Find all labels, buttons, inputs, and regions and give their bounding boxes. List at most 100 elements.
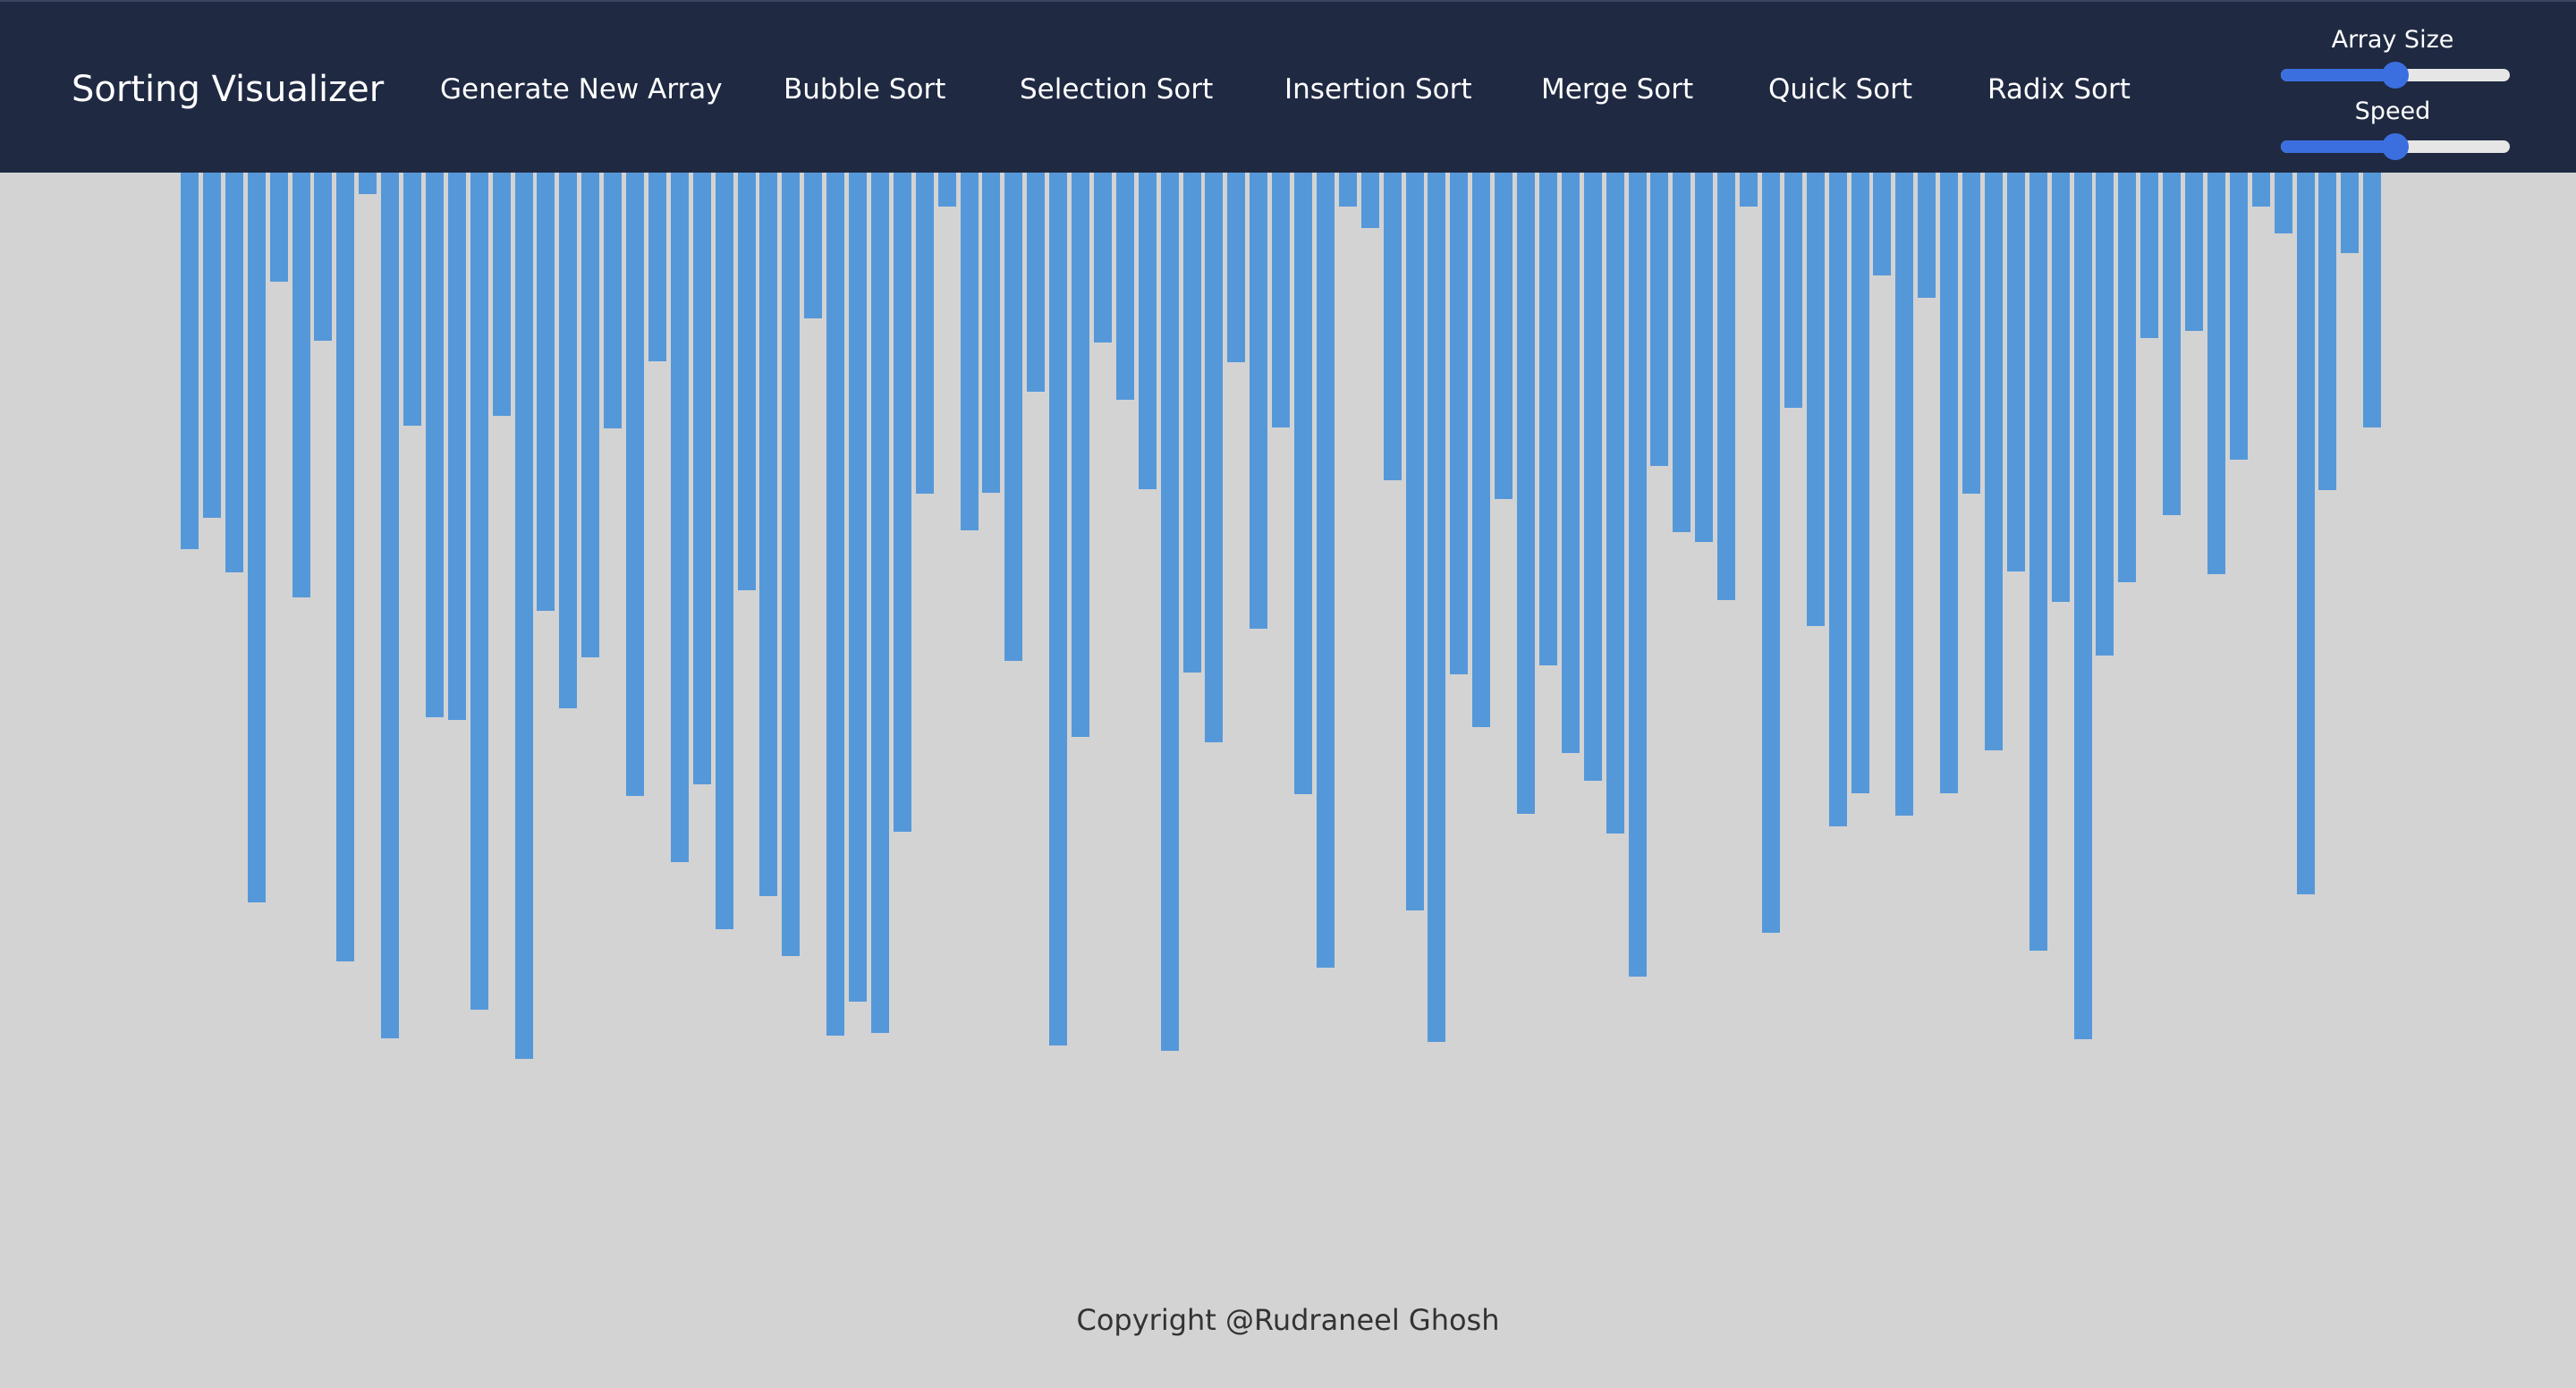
array-bar (247, 173, 266, 903)
array-bar (782, 173, 801, 956)
array-bar (2318, 173, 2337, 491)
array-bar (225, 173, 243, 573)
speed-slider[interactable] (2281, 133, 2510, 160)
array-bar (1673, 173, 1691, 532)
array-bar (1650, 173, 1669, 467)
array-bar (1940, 173, 1959, 794)
array-bar (1918, 173, 1936, 298)
array-bar (1250, 173, 1268, 629)
array-bar (514, 173, 533, 1059)
array-bar (1093, 173, 1112, 343)
array-bar (1873, 173, 1892, 276)
array-bar (737, 173, 756, 591)
array-bar (870, 173, 889, 1034)
array-bar (1428, 173, 1446, 1043)
array-bar (2163, 173, 2182, 515)
array-bar (381, 173, 400, 1039)
array-bar (1561, 173, 1580, 753)
array-bar (470, 173, 488, 1011)
insertion-sort-button[interactable]: Insertion Sort (1284, 73, 1472, 106)
array-bar (1227, 173, 1246, 363)
generate-new-array-button[interactable]: Generate New Array (440, 73, 723, 106)
array-bar (425, 173, 444, 718)
array-bar (1049, 173, 1068, 1046)
array-bar (292, 173, 310, 598)
array-bar (715, 173, 733, 930)
array-bar (1316, 173, 1335, 968)
array-bar (1628, 173, 1647, 977)
array-bar (2363, 173, 2382, 427)
array-bar (1182, 173, 1201, 673)
array-bar (2096, 173, 2114, 656)
speed-label: Speed (2354, 97, 2431, 125)
array-bar (2229, 173, 2248, 461)
brand-title[interactable]: Sorting Visualizer (72, 69, 385, 110)
array-bar (1338, 173, 1357, 207)
array-bar (1583, 173, 1602, 781)
array-bar (2029, 173, 2047, 951)
speed-slider-thumb[interactable] (2382, 133, 2409, 160)
array-bar (1360, 173, 1379, 228)
array-bar (202, 173, 221, 518)
array-bar (492, 173, 511, 416)
array-bar (269, 173, 288, 283)
array-bar (581, 173, 600, 657)
array-bar (937, 173, 956, 207)
array-size-slider-fill (2281, 69, 2395, 81)
array-bar (1272, 173, 1291, 427)
array-bar (1538, 173, 1557, 665)
array-bar (2185, 173, 2203, 331)
array-bar (1004, 173, 1023, 661)
array-size-slider-thumb[interactable] (2382, 62, 2409, 89)
array-bar (1072, 173, 1089, 737)
array-bar (2051, 173, 2070, 603)
merge-sort-button[interactable]: Merge Sort (1541, 73, 1694, 106)
array-bar (1472, 173, 1491, 727)
array-bar (2274, 173, 2292, 234)
array-bar (336, 173, 355, 961)
array-bar (1115, 173, 1134, 400)
array-bar (1450, 173, 1469, 675)
array-bar (826, 173, 845, 1037)
quick-sort-button[interactable]: Quick Sort (1768, 73, 1913, 106)
array-bar (2073, 173, 2092, 1040)
radix-sort-button[interactable]: Radix Sort (1987, 73, 2131, 106)
array-bar (1761, 173, 1780, 934)
array-bar (692, 173, 711, 785)
array-bar (403, 173, 421, 426)
array-bar (893, 173, 911, 833)
array-bars-container (0, 173, 2576, 1246)
array-bar (759, 173, 778, 897)
array-bar (1962, 173, 1980, 495)
array-bar (1851, 173, 1869, 794)
array-bar (1695, 173, 1714, 542)
array-bar (2207, 173, 2225, 575)
array-bar (447, 173, 466, 721)
array-size-slider[interactable] (2281, 62, 2510, 89)
array-bar (1740, 173, 1758, 207)
navbar: Sorting Visualizer Generate New Array Bu… (0, 0, 2576, 173)
array-bar (2251, 173, 2270, 207)
array-bar (670, 173, 689, 862)
array-bar (1784, 173, 1802, 408)
array-bar (1984, 173, 2003, 750)
array-bar (1828, 173, 1847, 827)
array-bar (359, 173, 377, 194)
array-bar (2341, 173, 2360, 254)
array-bar (181, 173, 199, 549)
array-bar (1160, 173, 1179, 1052)
array-bar (1495, 173, 1513, 500)
footer-copyright: Copyright @Rudraneel Ghosh (1076, 1303, 1500, 1337)
array-bar (1383, 173, 1402, 481)
array-bar (537, 173, 555, 612)
array-bar (604, 173, 623, 428)
array-bar (559, 173, 578, 709)
selection-sort-button[interactable]: Selection Sort (1020, 73, 1214, 106)
array-bar (915, 173, 934, 495)
bubble-sort-button[interactable]: Bubble Sort (784, 73, 946, 106)
array-bar (1895, 173, 1914, 817)
array-bar (1138, 173, 1157, 490)
array-bar (2118, 173, 2137, 583)
array-bar (1517, 173, 1535, 815)
array-bar (314, 173, 333, 342)
